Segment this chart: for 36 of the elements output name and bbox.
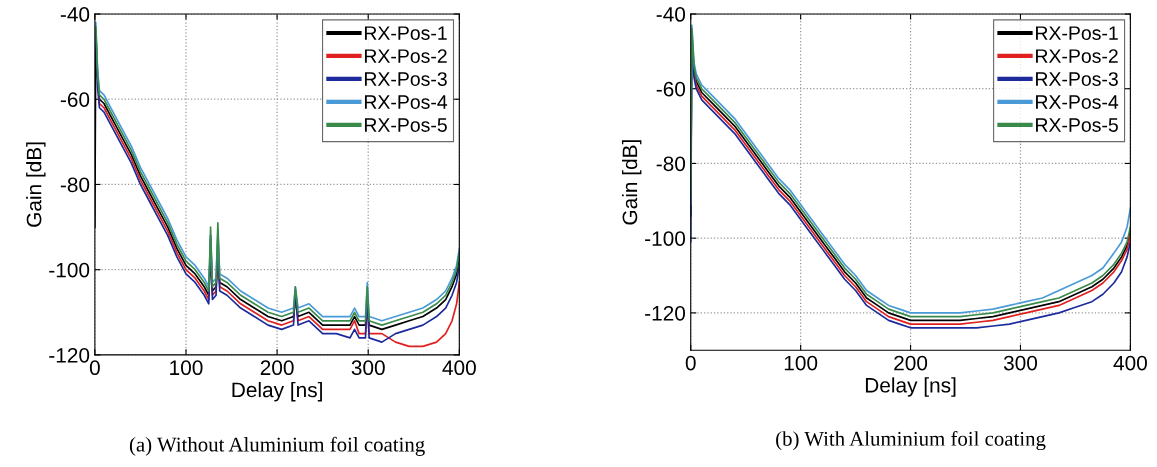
text: (b) With Aluminium foil coating: [776, 430, 1046, 451]
x-tick-label: 300: [1003, 355, 1038, 371]
y-axis-title: Gain [dB]: [26, 142, 46, 227]
y-tick-label: -40: [656, 7, 686, 22]
legend-label: RX-Pos-1: [1036, 26, 1118, 40]
legend-label: RX-Pos-5: [364, 118, 447, 132]
legend-label: RX-Pos-4: [364, 95, 448, 109]
x-tick-label: 200: [260, 360, 294, 376]
y-tick-label: -80: [60, 177, 90, 193]
y-axis-title: Gain [dB]: [621, 140, 642, 225]
y-tick-label: -100: [645, 231, 686, 246]
y-tick-label: -80: [656, 156, 686, 172]
y-tick-label: -60: [60, 92, 90, 107]
legend-label: RX-Pos-1: [364, 26, 447, 40]
x-tick-label: 200: [894, 355, 928, 371]
x-tick-label: 0: [89, 360, 100, 376]
x-tick-label: 400: [1113, 355, 1147, 371]
x-tick-label: 400: [442, 360, 476, 376]
legend-label: RX-Pos-3: [1036, 72, 1118, 86]
x-axis-title: Delay [ns]: [865, 377, 956, 397]
legend-label: RX-Pos-2: [364, 49, 447, 63]
x-tick-label: 0: [685, 355, 696, 371]
y-tick-label: -120: [645, 305, 686, 321]
x-axis-title: Delay [ns]: [232, 381, 322, 402]
text: (a) Without Aluminium foil coating: [129, 436, 425, 456]
legend-label: RX-Pos-4: [1036, 95, 1119, 109]
x-tick-label: 100: [784, 355, 818, 371]
legend-label: RX-Pos-2: [1036, 49, 1118, 63]
y-tick-label: -60: [656, 81, 686, 97]
y-tick-label: -40: [60, 7, 90, 22]
legend-label: RX-Pos-5: [1036, 118, 1118, 132]
legend-label: RX-Pos-3: [364, 72, 447, 86]
x-tick-label: 300: [351, 360, 385, 376]
y-tick-label: -120: [49, 347, 90, 363]
y-tick-label: -100: [49, 262, 90, 278]
x-tick-label: 100: [170, 360, 203, 376]
